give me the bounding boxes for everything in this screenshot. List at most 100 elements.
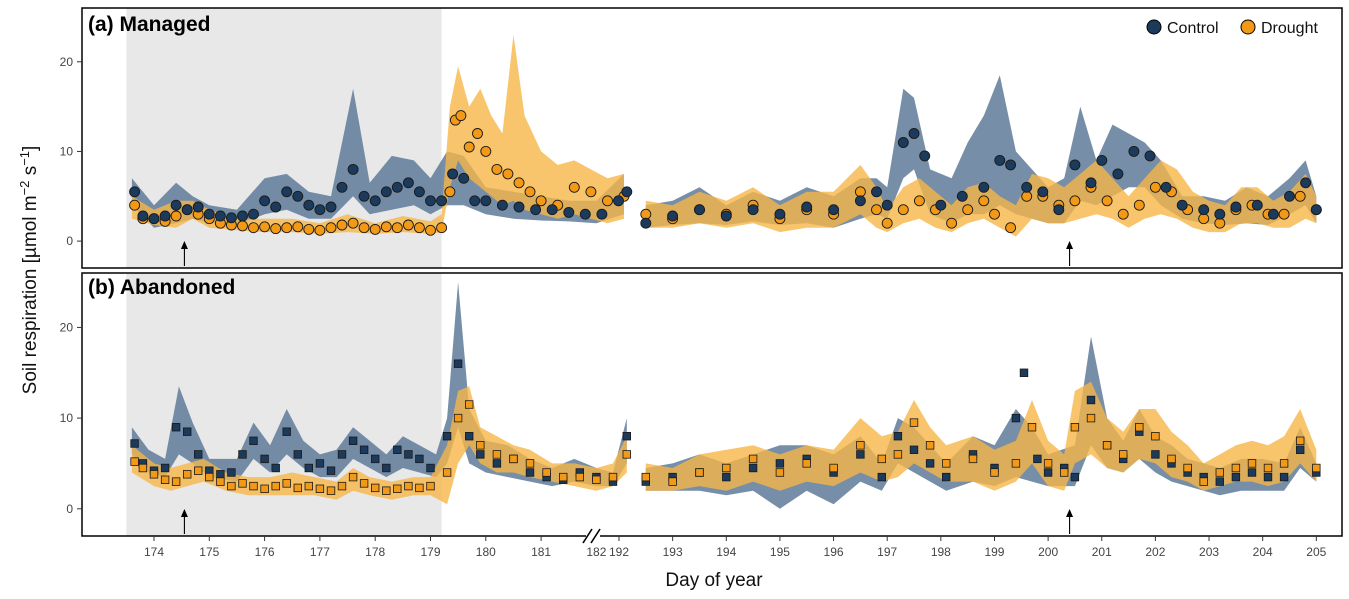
panel-b-drought-point — [1215, 468, 1224, 477]
panel-b-control-point — [216, 470, 225, 479]
panel-a-control-point — [159, 210, 171, 222]
panel-a-control-point — [563, 206, 575, 218]
panel-b-drought-point — [1060, 468, 1069, 477]
panel-b-control-point — [1011, 413, 1021, 423]
panel-a-control-point — [129, 186, 141, 198]
panel-a-control-point — [1144, 150, 1156, 162]
panel-b-drought-point — [1070, 422, 1080, 432]
panel-b-drought-point — [559, 472, 568, 482]
panel-b-drought-point — [1151, 431, 1160, 441]
panel-b-drought-point — [1135, 422, 1144, 432]
panel-a-y-tick-label: 20 — [60, 55, 74, 69]
panel-a-control-point — [203, 208, 215, 220]
panel-a-control-point — [897, 137, 909, 148]
panel-b-control-point — [909, 445, 919, 454]
panel-a-control-point — [1128, 145, 1140, 157]
x-tick-label: 202 — [1145, 545, 1165, 559]
panel-a-control-point — [1085, 177, 1097, 189]
panel-a-drought-point — [336, 219, 348, 231]
panel-a-control-point — [1005, 159, 1017, 171]
panel-a-control-point — [694, 204, 705, 216]
panel-a-control-point — [1069, 159, 1081, 171]
panel-b-drought-point — [775, 468, 785, 477]
panel-b-drought-point — [149, 470, 159, 479]
panel-a-drought-point — [170, 210, 182, 222]
panel-a-drought-point — [640, 208, 652, 220]
x-tick-label: 198 — [931, 545, 951, 559]
panel-b-control-point — [260, 454, 269, 464]
panel-b-drought-point — [426, 481, 435, 491]
panel-a-control-point — [1021, 181, 1033, 193]
panel-b-drought-point — [282, 479, 291, 488]
panel-b-control-point — [893, 431, 903, 441]
panel-a-drought-point — [978, 195, 990, 207]
panel-b-drought-point — [393, 484, 402, 493]
panel-b-control-point — [877, 472, 886, 482]
panel-b-drought-point — [1263, 463, 1273, 473]
panel-b-control-point — [492, 459, 502, 468]
panel-a-drought-point — [455, 110, 467, 122]
panel-a-control-point — [137, 210, 149, 222]
panel-b-drought-point — [575, 472, 584, 482]
panel-b-drought-point — [968, 454, 978, 464]
panel-a-control-point — [259, 195, 271, 207]
panel-b-drought-point — [525, 459, 535, 468]
panel-a-control-point — [720, 210, 732, 222]
panel-a-control-point — [181, 204, 193, 216]
panel-b-control-point — [348, 436, 358, 445]
panel-b-arrow-head — [1066, 509, 1074, 517]
panel-b-frame — [81, 272, 1343, 537]
panel-a-control-point — [546, 204, 558, 216]
panel-a-drought-point — [303, 223, 315, 235]
panel-b-drought-point — [227, 481, 236, 491]
panel-b-drought-point — [1102, 441, 1112, 450]
panel-a-drought-point — [259, 221, 271, 233]
panel-b-control-point — [1086, 395, 1096, 405]
panel-b-control-point — [359, 445, 369, 454]
panel-a-drought-point — [1117, 208, 1129, 220]
panel-a-control-point — [621, 186, 633, 198]
panel-b-control-point — [282, 427, 291, 436]
x-tick-label: 196 — [824, 545, 844, 559]
panel-b-control-point — [942, 472, 951, 482]
panel-b-drought-point — [216, 477, 225, 486]
panel-b-control-point — [182, 427, 192, 436]
panel-b-control-point — [249, 436, 258, 445]
panel-a-drought-point — [248, 222, 259, 234]
panel-a-frame — [81, 7, 1343, 269]
panel-a-control-point — [579, 208, 591, 220]
panel-b-drought-point — [293, 483, 302, 493]
panel-a-drought-point — [602, 195, 613, 207]
panel-b-drought-point — [382, 486, 391, 495]
panel-a-control-point — [1053, 204, 1065, 216]
panel-a-control-point — [1176, 199, 1188, 211]
panel-b-y-tick-label: 0 — [66, 502, 73, 516]
panel-frames-layer — [81, 7, 1343, 537]
panel-b-control-point — [130, 439, 139, 448]
panel-b-drought-point — [370, 483, 380, 493]
legend-control-label: Control — [1167, 20, 1219, 37]
panel-a-control-point — [871, 186, 882, 198]
panel-a-drought-point — [502, 168, 514, 180]
panel-b-control-point — [271, 463, 280, 473]
panel-a-control-point — [270, 201, 282, 213]
panel-a-drought-point — [413, 222, 425, 234]
x-tick-label: 178 — [365, 545, 385, 559]
panel-a-drought-point — [1101, 195, 1113, 207]
panel-a-drought-point — [1133, 199, 1145, 211]
panel-b-control-point — [393, 445, 402, 454]
x-tick-label: 200 — [1038, 545, 1058, 559]
legend-drought-swatch — [1240, 19, 1256, 35]
panel-a-control-point — [303, 199, 315, 211]
x-tick-label: 174 — [144, 545, 164, 559]
panel-a-control-point — [640, 217, 652, 229]
panel-b-drought-point — [348, 472, 358, 482]
panel-a-control-point — [978, 181, 990, 193]
panel-a-control-point — [513, 201, 525, 213]
panel-a-control-point — [1251, 199, 1263, 211]
panel-a-drought-point — [314, 224, 326, 236]
panel-a-control-point — [170, 199, 182, 211]
panel-b-control-point — [453, 359, 463, 368]
data-points-layer — [129, 110, 1322, 495]
